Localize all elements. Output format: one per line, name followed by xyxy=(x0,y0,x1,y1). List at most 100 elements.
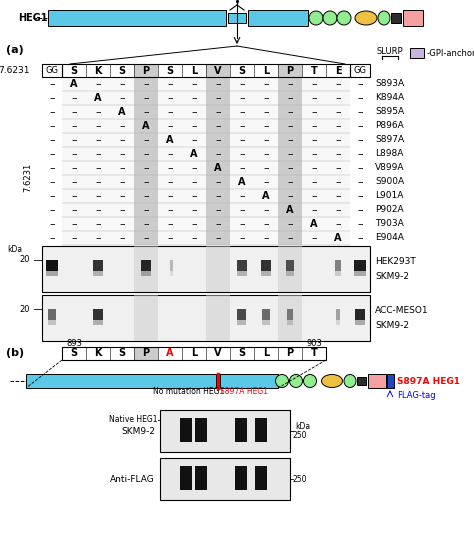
Text: –: – xyxy=(49,79,55,89)
Bar xyxy=(287,320,293,325)
Text: –: – xyxy=(167,177,173,187)
Bar xyxy=(46,271,58,276)
Text: –: – xyxy=(191,177,197,187)
Bar xyxy=(230,189,254,203)
Text: –: – xyxy=(143,219,149,229)
Bar xyxy=(230,133,254,147)
Bar xyxy=(237,260,247,271)
Text: –: – xyxy=(215,93,221,103)
Bar xyxy=(158,175,182,189)
Text: –: – xyxy=(215,149,221,159)
Bar xyxy=(230,147,254,161)
Text: –: – xyxy=(215,107,221,117)
Text: –: – xyxy=(287,191,293,201)
Text: –: – xyxy=(239,135,245,145)
Text: –: – xyxy=(143,79,149,89)
Bar xyxy=(278,147,302,161)
Bar xyxy=(355,320,365,325)
Bar xyxy=(180,466,192,490)
Text: –: – xyxy=(167,219,173,229)
Text: kDa: kDa xyxy=(295,422,310,431)
Text: –: – xyxy=(215,177,221,187)
Bar xyxy=(86,105,110,119)
Bar xyxy=(326,133,350,147)
Bar xyxy=(110,203,134,217)
Text: P902A: P902A xyxy=(375,205,404,215)
Bar xyxy=(158,189,182,203)
Bar xyxy=(230,105,254,119)
Text: No mutation HEG1: No mutation HEG1 xyxy=(153,388,224,396)
Bar xyxy=(326,105,350,119)
Bar xyxy=(326,189,350,203)
Bar xyxy=(206,91,230,105)
Text: 7.6231: 7.6231 xyxy=(24,163,33,193)
Bar xyxy=(134,295,158,341)
Bar xyxy=(254,161,278,175)
Bar xyxy=(134,119,158,133)
Bar xyxy=(110,91,134,105)
Bar xyxy=(206,203,230,217)
Text: –: – xyxy=(357,79,363,89)
Text: –: – xyxy=(71,163,77,173)
Text: –: – xyxy=(239,233,245,243)
Text: L: L xyxy=(263,348,269,358)
Text: –: – xyxy=(95,205,101,215)
Text: –: – xyxy=(167,205,173,215)
Text: SKM9-2: SKM9-2 xyxy=(375,272,409,281)
Bar xyxy=(110,231,134,245)
Bar xyxy=(254,77,278,91)
Text: P: P xyxy=(143,66,150,76)
Bar xyxy=(254,217,278,231)
Bar xyxy=(302,133,326,147)
Bar xyxy=(134,231,158,245)
Bar xyxy=(302,161,326,175)
Bar xyxy=(134,64,158,77)
Bar xyxy=(326,119,350,133)
Ellipse shape xyxy=(378,11,390,25)
Text: S: S xyxy=(238,348,246,358)
Bar xyxy=(235,466,247,490)
Bar xyxy=(110,119,134,133)
Bar xyxy=(62,189,86,203)
Text: –: – xyxy=(95,177,101,187)
Bar xyxy=(326,91,350,105)
Bar xyxy=(62,91,86,105)
Bar xyxy=(278,119,302,133)
Text: –: – xyxy=(49,205,55,215)
Bar xyxy=(171,271,173,276)
Bar xyxy=(302,203,326,217)
Text: –: – xyxy=(215,191,221,201)
Text: A: A xyxy=(310,219,318,229)
Text: –: – xyxy=(287,107,293,117)
Bar xyxy=(357,377,366,385)
Text: –: – xyxy=(71,149,77,159)
Bar xyxy=(134,147,158,161)
Bar xyxy=(110,189,134,203)
Text: FLAG-tag: FLAG-tag xyxy=(397,391,436,401)
Bar xyxy=(48,10,226,26)
Text: –: – xyxy=(95,219,101,229)
Bar xyxy=(134,189,158,203)
Text: E: E xyxy=(335,66,341,76)
Bar xyxy=(237,271,247,276)
Text: –: – xyxy=(95,149,101,159)
Bar xyxy=(302,77,326,91)
Text: –: – xyxy=(357,177,363,187)
Bar xyxy=(62,175,86,189)
Bar xyxy=(182,175,206,189)
Text: –: – xyxy=(49,191,55,201)
Bar xyxy=(134,133,158,147)
Text: A: A xyxy=(142,121,150,131)
Text: –: – xyxy=(263,163,269,173)
Bar xyxy=(206,189,230,203)
Text: A: A xyxy=(286,205,294,215)
Bar xyxy=(230,203,254,217)
Bar xyxy=(62,147,86,161)
Text: 20: 20 xyxy=(19,305,30,314)
Bar xyxy=(86,175,110,189)
Text: –: – xyxy=(335,135,341,145)
Bar xyxy=(228,13,246,23)
Bar xyxy=(171,260,173,271)
Text: S: S xyxy=(166,66,173,76)
Bar xyxy=(158,161,182,175)
